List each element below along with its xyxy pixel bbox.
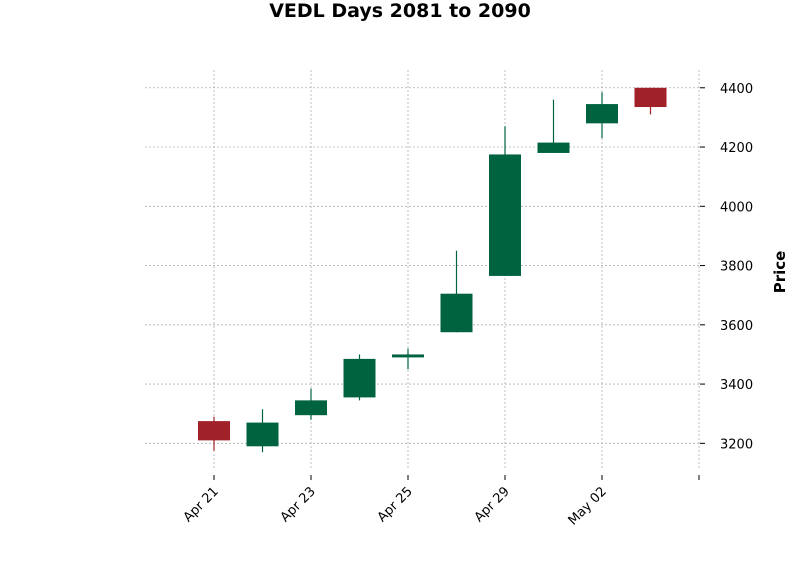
y-axis: 3200 3400 3600 3800 4000 4200 4400 — [700, 82, 753, 452]
candle — [634, 87, 667, 115]
candle-body — [440, 293, 473, 333]
y-tick-label: 3600 — [720, 319, 753, 334]
y-tick-label: 4000 — [720, 200, 753, 215]
candle — [586, 92, 618, 139]
candle-body — [343, 358, 376, 398]
candle-body — [198, 421, 230, 441]
chart-title: VEDL Days 2081 to 2090 — [269, 0, 531, 22]
candle — [489, 126, 521, 276]
y-tick-label: 3800 — [720, 260, 753, 275]
candles — [198, 87, 667, 453]
candle — [198, 416, 230, 451]
x-tick-label: May 02 — [566, 484, 610, 528]
y-tick-label: 4400 — [720, 82, 753, 97]
x-axis: Apr 21 Apr 23 Apr 25 Apr 29 May 02 — [181, 475, 700, 528]
candle-body — [295, 400, 327, 416]
candle-body — [634, 87, 667, 108]
y-tick-label: 3400 — [720, 378, 753, 393]
grid — [145, 70, 700, 470]
candle — [537, 99, 570, 153]
candle-body — [246, 422, 279, 447]
y-tick-label: 3200 — [720, 437, 753, 452]
candle — [295, 388, 327, 420]
candle — [440, 250, 473, 333]
candle-body — [489, 154, 521, 276]
candle-body — [392, 354, 424, 358]
candle-body — [537, 142, 570, 153]
x-tick-label: Apr 21 — [181, 484, 222, 525]
candle — [343, 354, 376, 401]
y-axis-label: Price — [771, 251, 789, 294]
x-tick-label: Apr 25 — [375, 484, 416, 525]
candle — [246, 409, 279, 453]
candle-body — [586, 104, 618, 124]
x-tick-label: Apr 29 — [472, 484, 513, 525]
candle — [392, 348, 424, 370]
x-tick-label: Apr 23 — [278, 484, 319, 525]
y-tick-label: 4200 — [720, 141, 753, 156]
